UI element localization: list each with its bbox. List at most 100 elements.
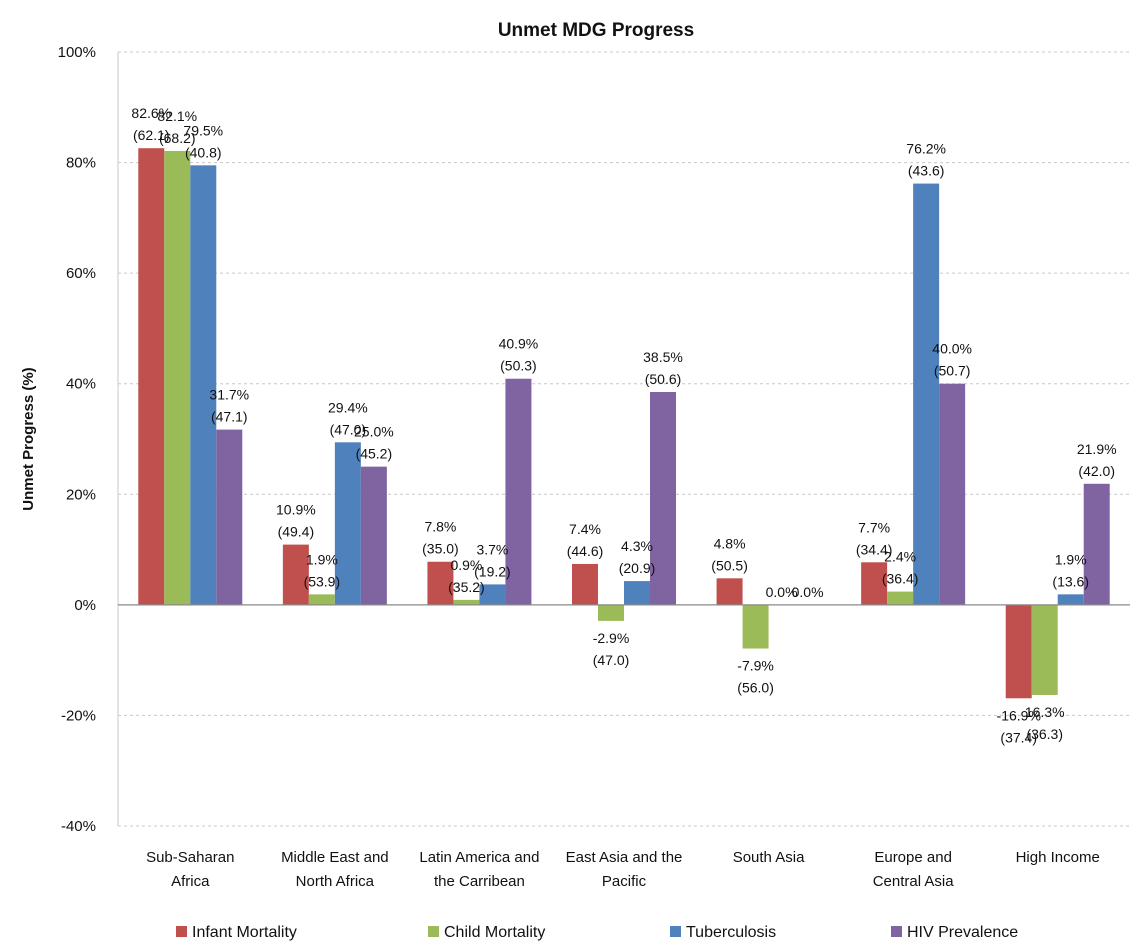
bar	[887, 591, 914, 605]
data-label: (20.9)	[619, 560, 656, 576]
data-label: (49.4)	[278, 524, 315, 540]
bar	[505, 378, 532, 605]
data-label: (19.2)	[474, 563, 511, 579]
bar	[1057, 594, 1084, 605]
data-label: (36.4)	[882, 571, 919, 587]
data-label: (36.3)	[1026, 726, 1063, 742]
bar	[1031, 604, 1058, 695]
legend-label: HIV Prevalence	[907, 924, 1018, 941]
data-label: 0.9%	[450, 557, 482, 573]
data-label: -2.9%	[593, 630, 630, 646]
category-label: Africa	[171, 873, 210, 890]
data-label: (13.6)	[1052, 573, 1089, 589]
bar	[861, 562, 888, 605]
data-label: 16.3%	[1025, 704, 1065, 720]
data-label: (47.0)	[330, 421, 367, 437]
data-label: 82.1%	[157, 108, 197, 124]
data-label: 0.0%	[766, 584, 798, 600]
legend: Infant Mortality Child Mortality Tuberculo…	[176, 924, 1018, 941]
data-label: 40.9%	[499, 336, 539, 352]
data-label: (47.0)	[593, 652, 630, 668]
data-label: (50.6)	[645, 371, 682, 387]
data-label: 31.7%	[209, 387, 249, 403]
y-tick-label: 80%	[66, 155, 96, 172]
y-tick-label: 60%	[66, 265, 96, 282]
data-label: (37.4)	[1000, 729, 1037, 745]
category-label: East Asia and the	[566, 849, 683, 866]
data-label: 1.9%	[1055, 551, 1087, 567]
data-label: -7.9%	[737, 658, 774, 674]
data-label: (50.3)	[500, 358, 537, 374]
category-label: South Asia	[733, 849, 805, 866]
bar	[716, 578, 743, 605]
category-label: High Income	[1016, 849, 1100, 866]
bar	[598, 604, 624, 621]
data-label: 4.8%	[714, 535, 746, 551]
data-label: (43.6)	[908, 163, 945, 179]
data-label: (45.2)	[356, 446, 393, 462]
category-label: North Africa	[296, 873, 375, 890]
data-label: 38.5%	[643, 349, 683, 365]
legend-swatch	[176, 926, 187, 937]
data-label: (50.7)	[934, 363, 971, 379]
legend-swatch	[428, 926, 439, 937]
bar	[164, 150, 191, 605]
y-tick-label: -40%	[61, 818, 96, 835]
bar	[742, 604, 769, 649]
data-label: -16.9%	[997, 707, 1041, 723]
data-label: 82.6%	[131, 105, 171, 121]
y-tick-label: 20%	[66, 486, 96, 503]
y-tick-label: -20%	[61, 707, 96, 724]
data-label: 1.9%	[306, 551, 338, 567]
data-label: (35.2)	[448, 579, 485, 595]
data-label: (42.0)	[1078, 463, 1115, 479]
data-label: (53.9)	[304, 573, 341, 589]
data-label: 2.4%	[884, 549, 916, 565]
data-label: (44.6)	[567, 543, 604, 559]
y-tick-label: 100%	[58, 44, 96, 61]
category-label: Europe and	[874, 849, 952, 866]
bar	[1083, 483, 1110, 605]
bar	[138, 148, 165, 605]
bar	[453, 599, 480, 605]
legend-swatch	[891, 926, 902, 937]
category-label: Middle East and	[281, 849, 389, 866]
y-tick-labels: -40% -20% 0% 20% 40% 60% 80% 100%	[58, 44, 96, 835]
bar	[427, 561, 454, 605]
bar	[624, 581, 650, 605]
bar	[479, 584, 506, 605]
y-axis-label: Unmet Progress (%)	[20, 367, 37, 510]
bar	[360, 466, 387, 605]
data-label: 40.0%	[932, 341, 972, 357]
data-label: 4.3%	[621, 538, 653, 554]
category-labels: Sub-Saharan Africa Middle East and North Af…	[146, 849, 1100, 890]
chart-title: Unmet MDG Progress	[498, 20, 694, 41]
data-label: 7.4%	[569, 521, 601, 537]
data-label: 7.8%	[424, 519, 456, 535]
data-label: 21.9%	[1077, 441, 1117, 457]
category-label: Sub-Saharan	[146, 849, 234, 866]
bar	[1005, 604, 1032, 699]
legend-label: Infant Mortality	[192, 924, 297, 941]
data-label: 76.2%	[906, 141, 946, 157]
bar	[334, 442, 361, 605]
bar	[939, 383, 966, 605]
data-label: (47.1)	[211, 409, 248, 425]
bar	[913, 183, 940, 605]
bars	[138, 148, 1110, 699]
legend-swatch	[670, 926, 681, 937]
data-label: 7.7%	[858, 519, 890, 535]
data-label: (56.0)	[737, 680, 774, 696]
bar	[190, 165, 217, 605]
category-label: Pacific	[602, 873, 647, 890]
y-tick-label: 0%	[74, 597, 96, 614]
category-label: Central Asia	[873, 873, 955, 890]
data-label: 29.4%	[328, 399, 368, 415]
data-label: 0.0%	[792, 584, 824, 600]
bar	[282, 544, 309, 605]
category-label: Latin America and	[419, 849, 539, 866]
data-labels: 82.6% (62.1) 10.9% (49.4) 7.8% (35.0) 7.4% (44.…	[131, 105, 1116, 745]
data-label: 25.0%	[354, 424, 394, 440]
gridlines	[117, 51, 1130, 827]
